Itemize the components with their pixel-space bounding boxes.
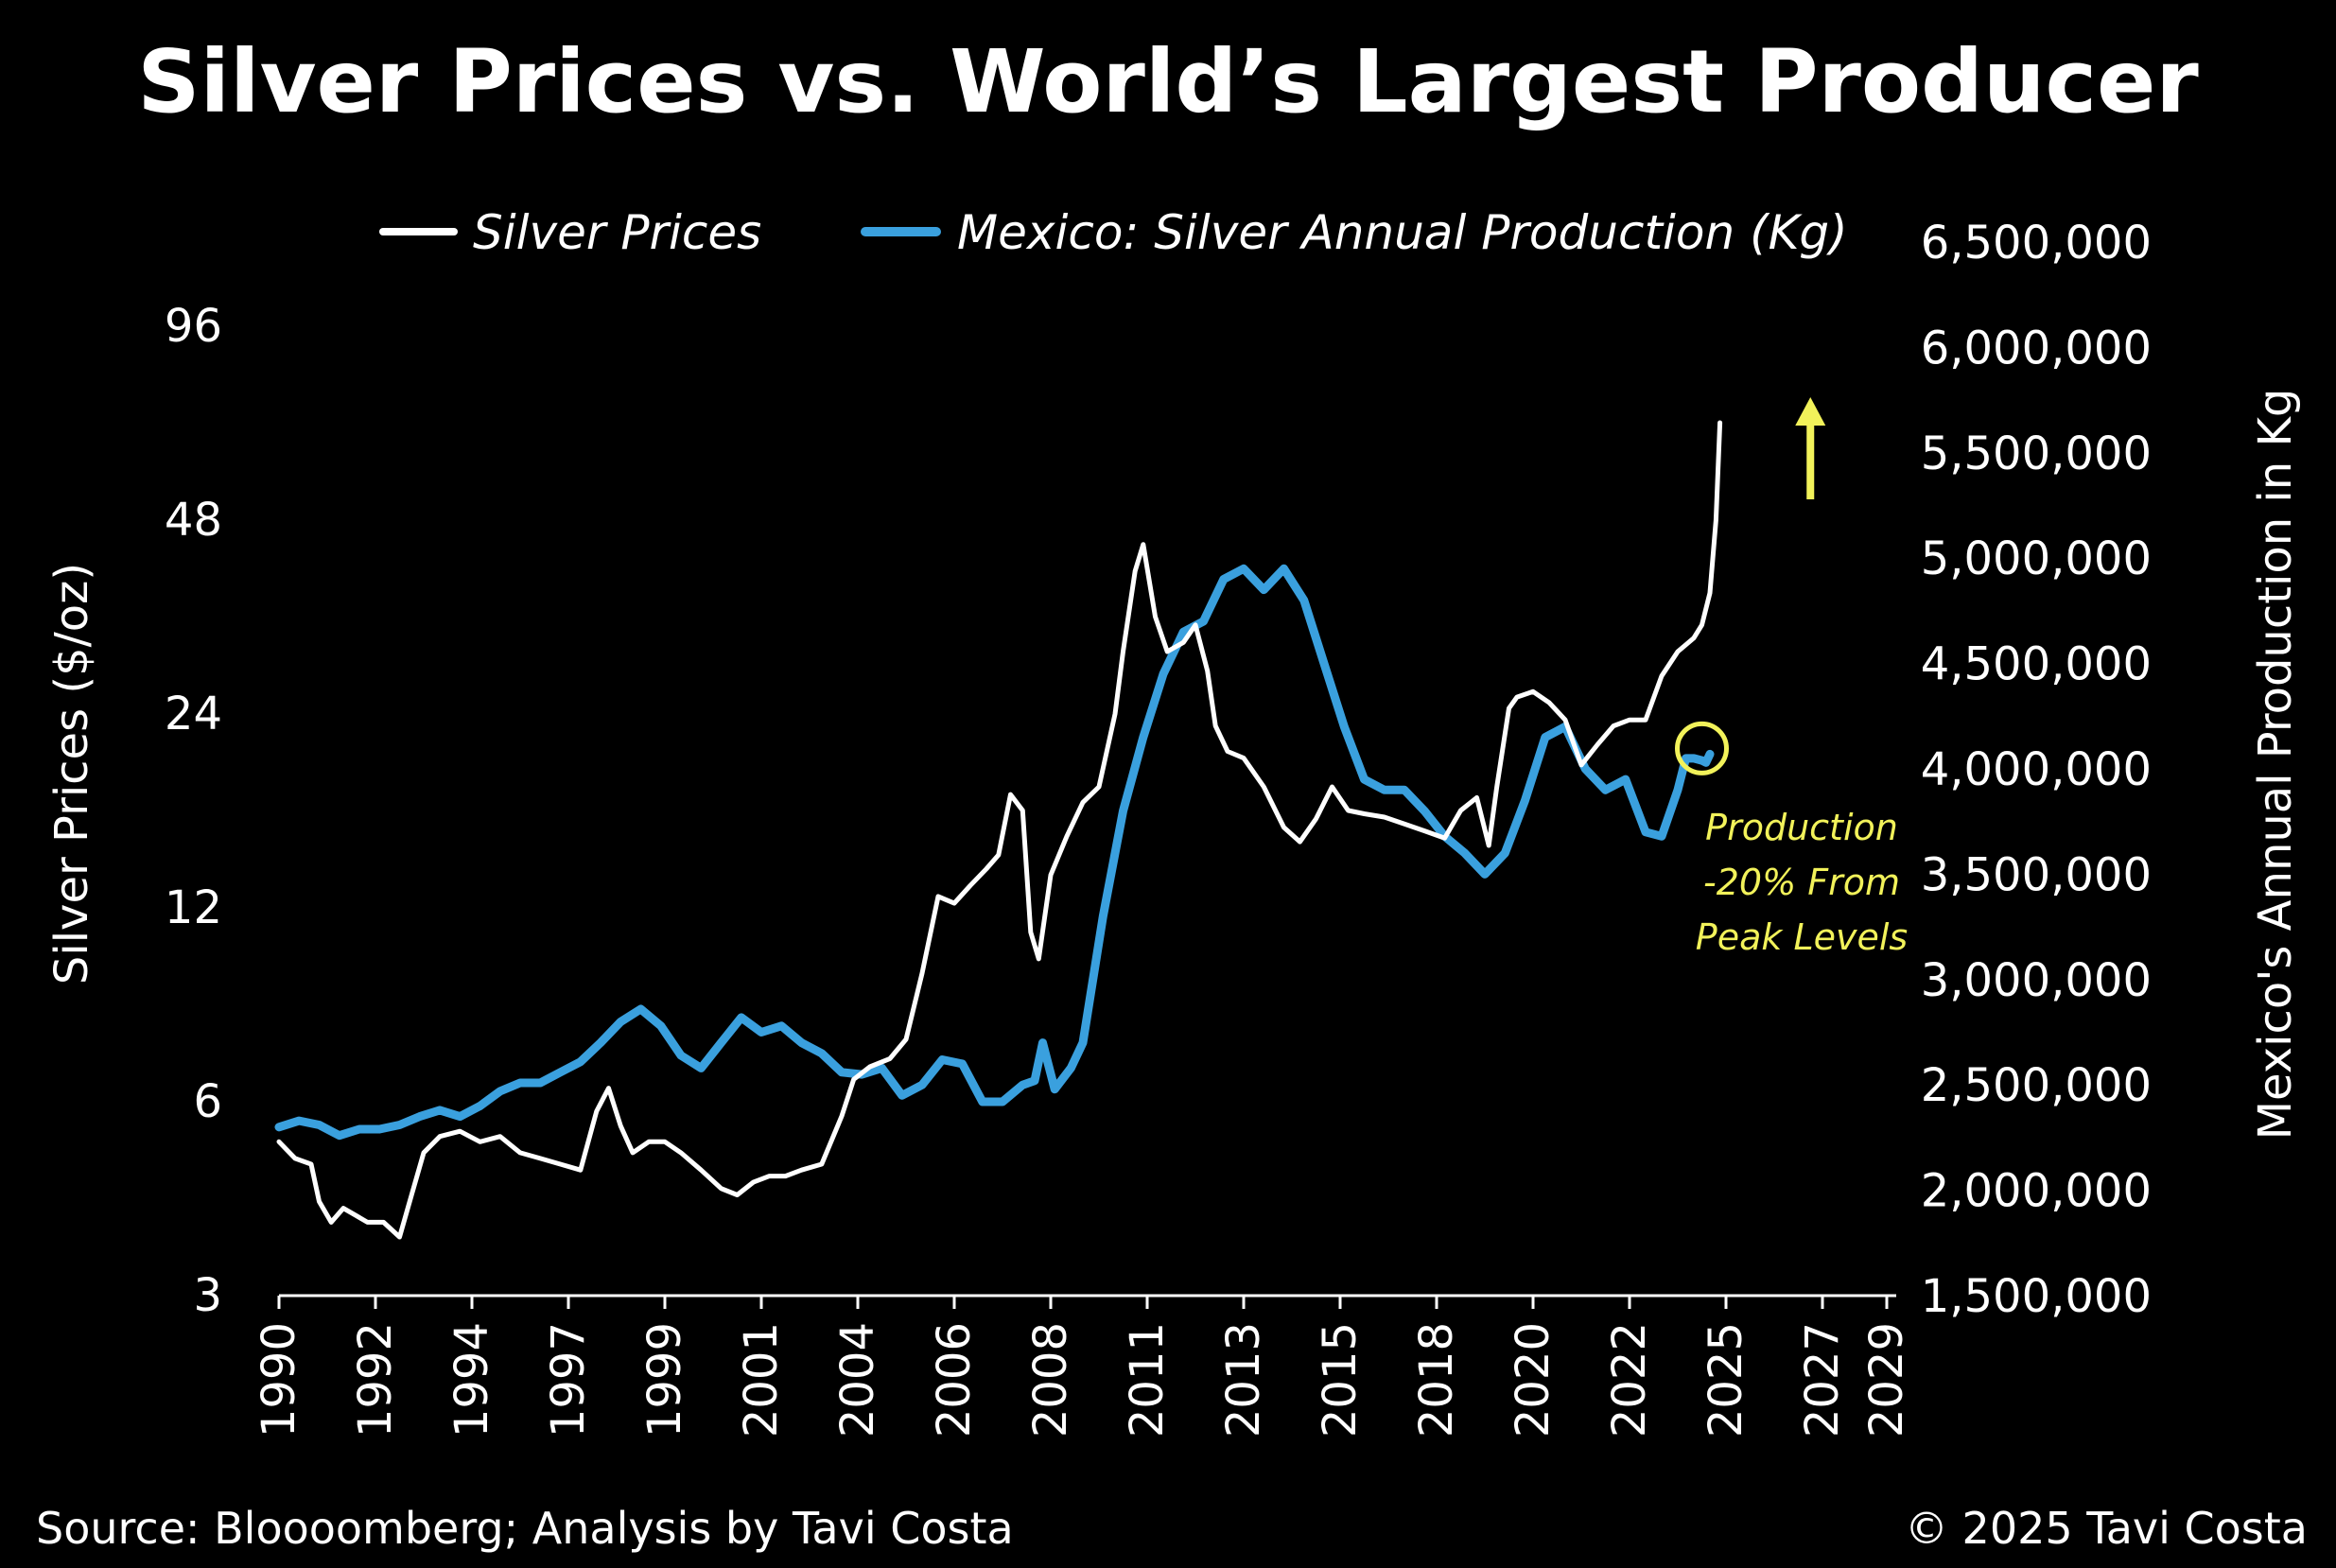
- y-right-tick-label: 3,000,000: [1921, 954, 2152, 1007]
- x-axis-tick-label: 1997: [542, 1322, 595, 1437]
- legend-label-mexico-production: Mexico: Silver Annual Production (Kg): [957, 205, 1848, 260]
- y-left-tick-label: 6: [193, 1075, 222, 1128]
- y-right-tick-label: 6,500,000: [1921, 217, 2152, 270]
- y-left-tick-label: 96: [165, 300, 222, 353]
- y-right-tick-label: 1,500,000: [1921, 1270, 2152, 1323]
- x-axis-tick-label: 2001: [735, 1322, 788, 1437]
- annotation-text: Peak Levels: [1696, 916, 1908, 958]
- x-axis-tick-label: 2008: [1024, 1322, 1077, 1437]
- y-right-tick-label: 4,500,000: [1921, 638, 2152, 691]
- x-axis-tick-label: 2006: [928, 1322, 981, 1437]
- y-right-axis-title: Mexico's Annual Production in Kg: [2249, 389, 2302, 1141]
- copyright-note: © 2025 Tavi Costa: [1905, 1503, 2308, 1554]
- chart-title: Silver Prices vs. World’s Largest Produc…: [137, 31, 2199, 132]
- y-right-tick-label: 5,500,000: [1921, 427, 2152, 480]
- y-left-tick-label: 12: [165, 881, 222, 934]
- x-axis-tick-label: 2011: [1121, 1322, 1174, 1437]
- legend: Silver Prices Mexico: Silver Annual Prod…: [379, 205, 1848, 260]
- series-layer: [274, 420, 1723, 1240]
- x-axis-tick-label: 1990: [253, 1322, 305, 1437]
- y-left-tick-label: 48: [165, 494, 222, 547]
- x-axis-tick-label: 2020: [1507, 1322, 1560, 1437]
- y-right-axis: 6,500,000 6,000,000 5,500,000 5,000,000 4,50…: [1921, 217, 2152, 1323]
- annotation-circle-marker: [1675, 721, 1729, 775]
- series-line-mexico-production: [274, 564, 1715, 1141]
- y-right-tick-label: 2,000,000: [1921, 1165, 2152, 1218]
- x-axis-tick-label: 1999: [638, 1322, 691, 1437]
- x-axis-tick-label: 2029: [1860, 1322, 1913, 1437]
- x-axis-tick-label: 1992: [349, 1322, 402, 1437]
- y-left-axis-title: Silver Prices ($/oz): [45, 563, 98, 984]
- annotation-text: Production: [1705, 807, 1898, 848]
- y-right-tick-label: 5,000,000: [1921, 532, 2152, 585]
- x-axis-tick-label: 2013: [1217, 1322, 1270, 1437]
- y-right-tick-label: 3,500,000: [1921, 848, 2152, 901]
- x-axis: 1990 1992 1994 1997 1999 2001 2004 2006 2008 2011…: [253, 1294, 1913, 1437]
- x-axis-tick-label: 2015: [1314, 1322, 1367, 1437]
- x-axis-tick-label: 2004: [831, 1322, 884, 1437]
- x-axis-tick-label: 2022: [1603, 1322, 1656, 1437]
- x-axis-tick-label: 2027: [1796, 1322, 1849, 1437]
- y-left-tick-label: 24: [165, 688, 222, 740]
- source-note: Source: Bloooomberg; Analysis by Tavi Co…: [36, 1503, 1014, 1554]
- x-axis-tick-label: 2018: [1410, 1322, 1463, 1437]
- annotation-layer: Production -20% From Peak Levels: [1675, 397, 1908, 958]
- y-right-tick-label: 2,500,000: [1921, 1059, 2152, 1112]
- legend-label-silver-prices: Silver Prices: [473, 205, 761, 260]
- y-left-tick-label: 3: [193, 1269, 222, 1322]
- series-line-silver-prices: [276, 420, 1723, 1240]
- up-arrow-head-icon: [1795, 397, 1826, 426]
- annotation-text: -20% From: [1703, 862, 1900, 903]
- y-right-tick-label: 4,000,000: [1921, 743, 2152, 796]
- y-right-tick-label: 6,000,000: [1921, 322, 2152, 375]
- y-left-axis: 96 48 24 12 6 3: [165, 300, 222, 1322]
- x-axis-tick-label: 1994: [445, 1322, 498, 1437]
- x-axis-tick-label: 2025: [1700, 1322, 1752, 1437]
